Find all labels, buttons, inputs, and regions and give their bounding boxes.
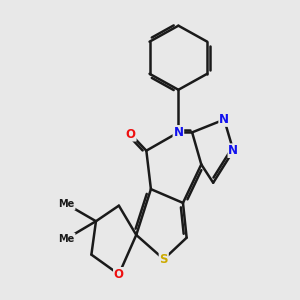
Text: N: N: [228, 144, 238, 157]
Text: N: N: [173, 126, 183, 139]
Text: Me: Me: [58, 234, 75, 244]
Text: Me: Me: [58, 199, 75, 209]
Text: O: O: [114, 268, 124, 281]
Text: S: S: [160, 253, 168, 266]
Text: O: O: [126, 128, 136, 141]
Text: N: N: [219, 113, 229, 126]
